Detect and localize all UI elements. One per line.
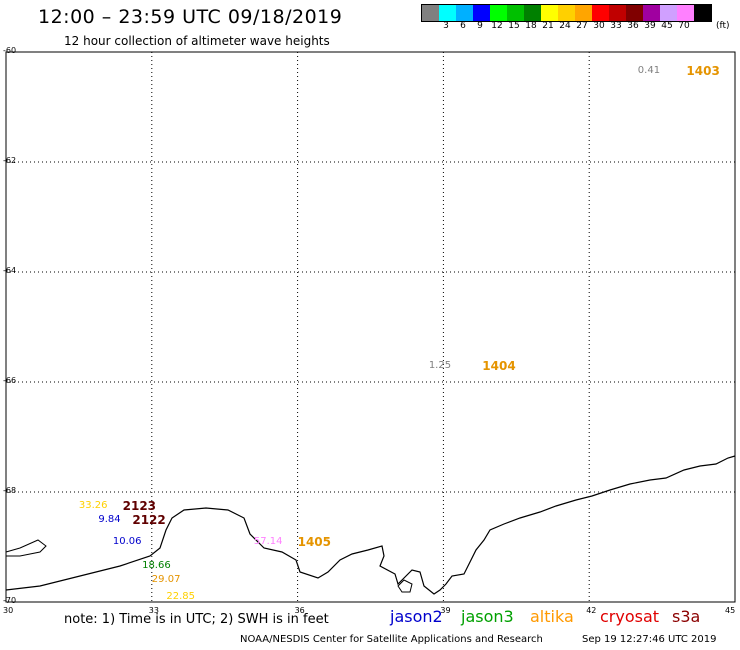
legend-tick-label: 39 bbox=[644, 21, 656, 31]
antarctic-coastline bbox=[5, 455, 736, 595]
legend-tick-label: 12 bbox=[491, 21, 503, 31]
satellite-name: altika bbox=[530, 607, 574, 626]
color-legend-labels: 3 6 9 12 15 18 21 24 27 30 33 36 39 45 70 bbox=[421, 21, 740, 35]
longitude-tick-label: 39 bbox=[440, 606, 451, 615]
legend-tick-label: 33 bbox=[610, 21, 622, 31]
wave-height-value: 33.26 bbox=[78, 499, 108, 511]
pass-number: 1405 bbox=[297, 534, 331, 549]
wave-height-value: 18.66 bbox=[142, 560, 171, 572]
legend-swatch bbox=[643, 5, 660, 21]
latitude-tick-label: -62 bbox=[3, 156, 17, 165]
longitude-tick-label: 42 bbox=[586, 606, 597, 615]
legend-tick-label: 24 bbox=[559, 21, 571, 31]
legend-swatch bbox=[592, 5, 609, 21]
legend-swatch bbox=[422, 5, 439, 21]
map-frame bbox=[5, 51, 736, 603]
legend-swatch bbox=[507, 5, 524, 21]
latitude-tick-label: -70 bbox=[3, 596, 17, 605]
latitude-tick-label: -68 bbox=[3, 486, 17, 495]
wave-height-value: 1.25 bbox=[428, 359, 452, 371]
longitude-tick-label: 33 bbox=[148, 606, 159, 615]
legend-tick-label: 9 bbox=[477, 21, 483, 31]
legend-tick-label: 45 bbox=[661, 21, 673, 31]
ice-feature bbox=[5, 539, 47, 557]
satellite-name: jason3 bbox=[461, 607, 514, 626]
longitude-tick-label: 36 bbox=[294, 606, 305, 615]
legend-tick-label: 36 bbox=[627, 21, 639, 31]
pass-number: 1404 bbox=[482, 358, 516, 373]
page-subtitle: 12 hour collection of altimeter wave hei… bbox=[64, 34, 330, 48]
legend-swatch bbox=[660, 5, 677, 21]
legend-tick-label: 21 bbox=[542, 21, 554, 31]
legend-swatch bbox=[694, 5, 711, 21]
legend-tick-label: 18 bbox=[525, 21, 537, 31]
latitude-tick-label: -66 bbox=[3, 376, 17, 385]
legend-unit: (ft) bbox=[716, 21, 730, 31]
longitude-tick-label: 30 bbox=[3, 606, 14, 615]
satellite-name: jason2 bbox=[390, 607, 443, 626]
page-title: 12:00 – 23:59 UTC 09/18/2019 bbox=[38, 6, 343, 28]
pass-number: 2123 bbox=[122, 498, 157, 513]
wave-height-value: 10.06 bbox=[112, 535, 142, 547]
satellite-name: s3a bbox=[672, 607, 701, 626]
legend-swatch bbox=[524, 5, 541, 21]
legend-tick-label: 70 bbox=[678, 21, 690, 31]
longitude-tick-label: 45 bbox=[725, 606, 736, 615]
legend-swatch bbox=[439, 5, 456, 21]
legend-tick-label: 3 bbox=[443, 21, 449, 31]
legend-swatch bbox=[541, 5, 558, 21]
legend-swatch bbox=[626, 5, 643, 21]
color-legend bbox=[421, 4, 712, 22]
generated-timestamp: Sep 19 12:27:46 UTC 2019 bbox=[582, 634, 717, 645]
wave-height-value: 0.41 bbox=[637, 65, 661, 77]
wave-height-value: 29.07 bbox=[151, 574, 181, 585]
pass-number: 1403 bbox=[686, 64, 720, 79]
legend-tick-label: 27 bbox=[576, 21, 588, 31]
legend-swatch bbox=[473, 5, 490, 21]
wave-height-value: 9.84 bbox=[98, 513, 121, 525]
legend-swatch bbox=[677, 5, 694, 21]
legend-swatch bbox=[609, 5, 626, 21]
legend-tick-label: 15 bbox=[508, 21, 520, 31]
legend-tick-label: 6 bbox=[460, 21, 466, 31]
latitude-tick-label: -64 bbox=[3, 266, 17, 275]
satellite-name: cryosat bbox=[600, 607, 660, 626]
legend-swatch bbox=[456, 5, 473, 21]
island-outline bbox=[397, 579, 413, 593]
footer-note: note: 1) Time is in UTC; 2) SWH is in fe… bbox=[64, 612, 329, 627]
legend-tick-label: 30 bbox=[593, 21, 605, 31]
pass-number: 2122 bbox=[132, 512, 166, 527]
legend-swatch bbox=[558, 5, 575, 21]
legend-swatch bbox=[575, 5, 592, 21]
legend-swatch bbox=[490, 5, 507, 21]
wave-height-value: 57.14 bbox=[253, 535, 283, 547]
wave-height-value: 22.85 bbox=[166, 590, 196, 602]
latitude-tick-label: -60 bbox=[3, 46, 17, 55]
credit-text: NOAA/NESDIS Center for Satellite Applica… bbox=[240, 634, 543, 645]
